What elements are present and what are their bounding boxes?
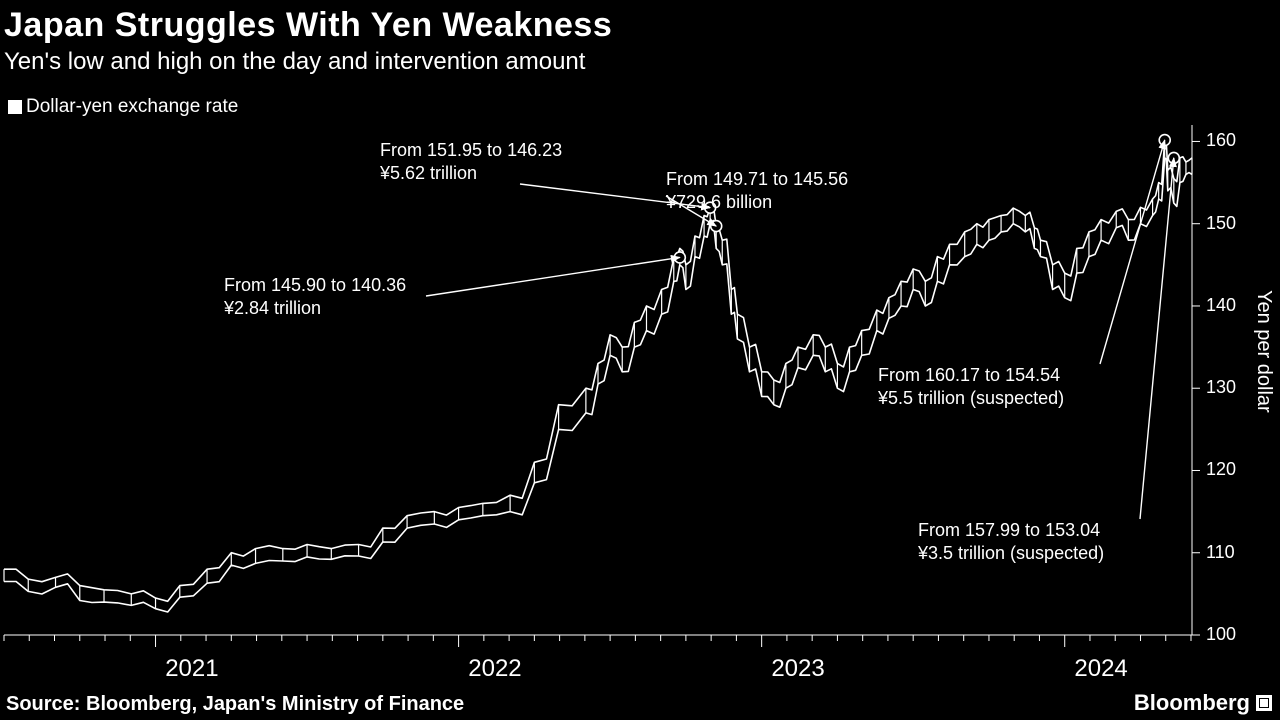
source-text: Source: Bloomberg, Japan's Ministry of F… (6, 693, 464, 716)
x-tick-label: 2021 (165, 655, 218, 683)
annotation-a3: From 149.71 to 145.56¥729.6 billion (666, 168, 848, 213)
x-tick-label: 2024 (1074, 655, 1127, 683)
y-tick-label: 150 (1206, 213, 1236, 234)
brand-label: Bloomberg (1134, 690, 1250, 716)
annotation-line: ¥2.84 trillion (224, 297, 406, 320)
annotation-line: From 160.17 to 154.54 (878, 364, 1064, 387)
y-tick-label: 130 (1206, 377, 1236, 398)
line-chart (0, 0, 1280, 720)
annotation-line: ¥5.62 trillion (380, 162, 562, 185)
annotation-line: ¥3.5 trillion (suspected) (918, 542, 1104, 565)
x-tick-label: 2023 (771, 655, 824, 683)
annotation-line: From 149.71 to 145.56 (666, 168, 848, 191)
y-tick-label: 140 (1206, 295, 1236, 316)
y-tick-label: 160 (1206, 130, 1236, 151)
annotation-line: From 145.90 to 140.36 (224, 274, 406, 297)
annotation-line: From 151.95 to 146.23 (380, 139, 562, 162)
y-tick-label: 100 (1206, 624, 1236, 645)
brand-icon (1256, 695, 1272, 711)
y-axis-title: Yen per dollar (1252, 290, 1275, 413)
annotation-a5: From 157.99 to 153.04¥3.5 trillion (susp… (918, 519, 1104, 564)
x-tick-label: 2022 (468, 655, 521, 683)
y-tick-label: 120 (1206, 459, 1236, 480)
annotation-line: ¥729.6 billion (666, 191, 848, 214)
brand: Bloomberg (1134, 690, 1272, 716)
annotation-line: ¥5.5 trillion (suspected) (878, 387, 1064, 410)
annotation-a4: From 160.17 to 154.54¥5.5 trillion (susp… (878, 364, 1064, 409)
y-tick-label: 110 (1206, 542, 1235, 563)
annotation-line: From 157.99 to 153.04 (918, 519, 1104, 542)
annotation-a2: From 151.95 to 146.23¥5.62 trillion (380, 139, 562, 184)
annotation-a1: From 145.90 to 140.36¥2.84 trillion (224, 274, 406, 319)
